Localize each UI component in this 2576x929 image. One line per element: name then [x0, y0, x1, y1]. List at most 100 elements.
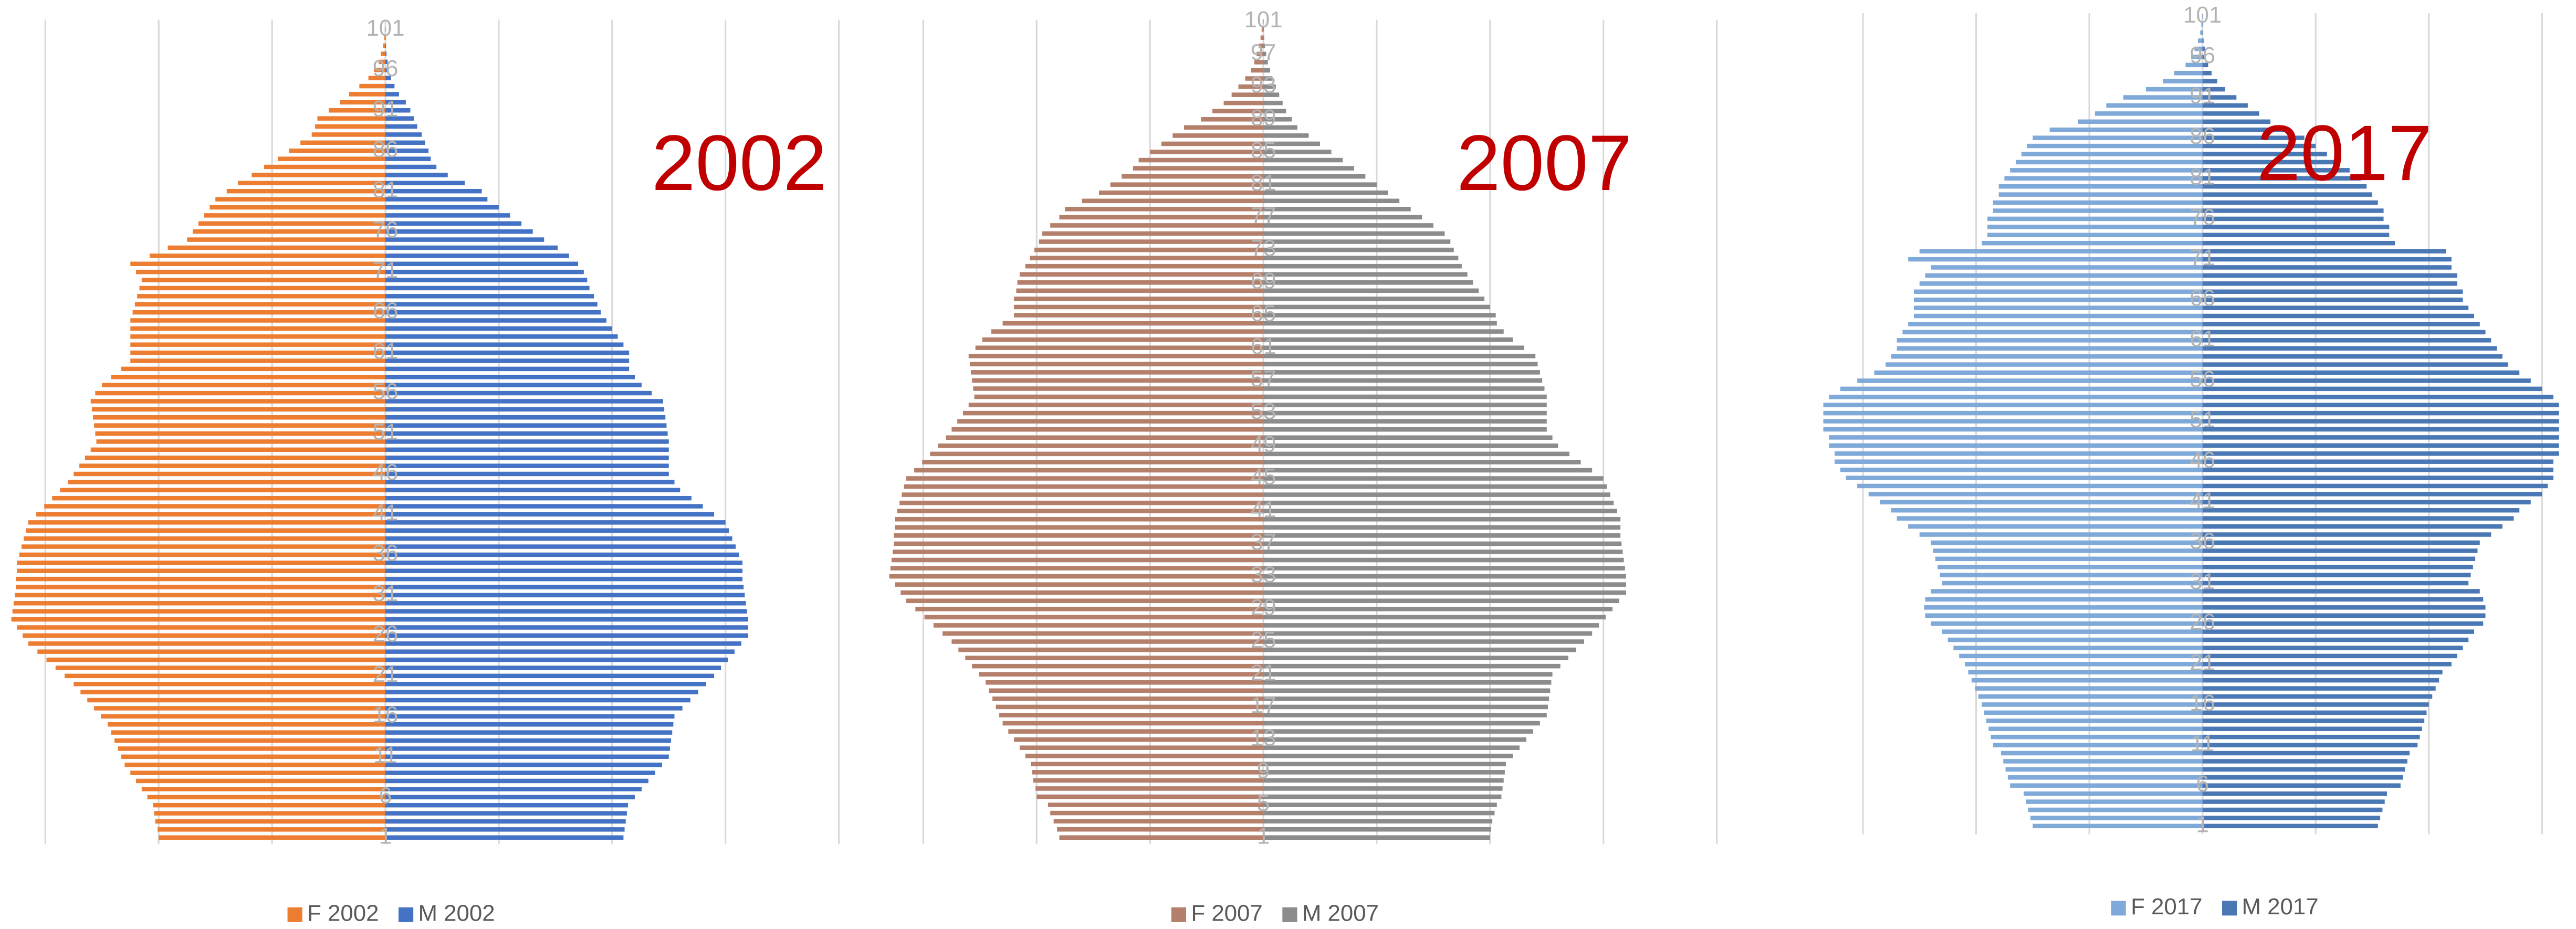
bar: [2202, 500, 2531, 505]
bar: [1263, 688, 1551, 693]
bar: [957, 419, 1264, 424]
annotation: 2007: [1457, 119, 1632, 207]
bar: [1908, 257, 2203, 262]
bar: [2202, 297, 2463, 302]
bar: [1823, 403, 2203, 407]
bar: [385, 609, 747, 614]
bar: [1263, 198, 1400, 204]
y-tick-label: 31: [373, 580, 399, 606]
bar: [2001, 751, 2203, 756]
bar: [385, 383, 642, 387]
bar: [2106, 103, 2203, 108]
bar: [2004, 176, 2203, 181]
bar: [2202, 597, 2484, 602]
bar: [385, 237, 544, 242]
bar: [1263, 403, 1547, 407]
bar: [1263, 68, 1271, 73]
bar: [385, 140, 425, 145]
bar: [1263, 639, 1585, 644]
bar: [1964, 662, 2203, 667]
bar: [2202, 751, 2410, 756]
bar: [2202, 532, 2491, 537]
bar: [1057, 827, 1264, 832]
bar: [385, 835, 624, 840]
bar: [385, 350, 630, 355]
bar: [1263, 133, 1309, 138]
bar: [1254, 60, 1264, 65]
y-tick-label: 71: [2190, 245, 2215, 271]
bar: [2202, 783, 2401, 788]
bar: [1260, 35, 1264, 40]
y-tick-label: 101: [2183, 2, 2222, 28]
bar: [385, 399, 663, 404]
bar: [894, 533, 1264, 538]
bar: [2202, 516, 2514, 521]
y-tick-label: 76: [2190, 204, 2215, 230]
bar: [894, 541, 1264, 546]
bar: [60, 488, 386, 493]
bar: [1133, 166, 1264, 171]
bar: [158, 827, 386, 832]
bar: [2202, 240, 2395, 246]
bar: [385, 520, 726, 525]
bar: [149, 254, 386, 258]
bar: [2202, 176, 2361, 181]
bar: [2202, 580, 2469, 586]
bar: [938, 444, 1264, 448]
bar: [1245, 76, 1264, 81]
y-tick-label: 91: [373, 96, 399, 122]
bar: [385, 318, 607, 323]
bar: [108, 722, 386, 727]
bar: [1935, 556, 2203, 562]
bar: [46, 657, 386, 662]
bar: [1263, 500, 1614, 505]
y-tick-label: 45: [1251, 464, 1276, 490]
bar: [2202, 95, 2237, 100]
bar: [385, 213, 510, 218]
bar: [1925, 597, 2203, 602]
bar: [1263, 492, 1610, 497]
y-tick-label: 77: [1251, 203, 1276, 228]
bar: [17, 568, 386, 573]
bar: [1263, 263, 1462, 269]
bar: [1998, 184, 2203, 189]
bar: [124, 762, 386, 767]
bar: [24, 536, 386, 541]
bar: [1212, 109, 1264, 114]
y-tick-label: 49: [1251, 431, 1276, 457]
bar: [385, 512, 715, 517]
bar: [385, 698, 690, 703]
bar: [1987, 216, 2203, 221]
bar: [2202, 767, 2405, 772]
bar: [2030, 816, 2203, 820]
bar: [385, 278, 588, 282]
bar: [2202, 38, 2204, 43]
bar: [1263, 435, 1553, 440]
bar: [2202, 573, 2471, 577]
bar: [1263, 321, 1497, 326]
bar: [2202, 419, 2559, 424]
bar: [385, 770, 655, 775]
bar: [210, 205, 386, 210]
bar: [1857, 378, 2203, 383]
bar: [895, 582, 1264, 587]
bar: [1886, 362, 2203, 367]
bar: [2202, 540, 2480, 545]
bar: [1017, 280, 1264, 285]
bar: [1172, 133, 1264, 138]
bar: [968, 353, 1264, 358]
bar: [1122, 174, 1264, 179]
y-tick-label: 1: [2196, 811, 2208, 837]
bar: [1984, 710, 2203, 715]
bar: [2202, 378, 2531, 383]
bar: [2202, 62, 2208, 68]
bar: [2202, 734, 2420, 740]
bar: [2202, 435, 2559, 440]
bar: [1263, 647, 1576, 652]
bar: [385, 682, 706, 687]
bar: [1931, 589, 2203, 594]
bar: [891, 557, 1264, 563]
bar: [385, 488, 680, 493]
bar: [44, 504, 386, 509]
bar: [2202, 87, 2225, 92]
